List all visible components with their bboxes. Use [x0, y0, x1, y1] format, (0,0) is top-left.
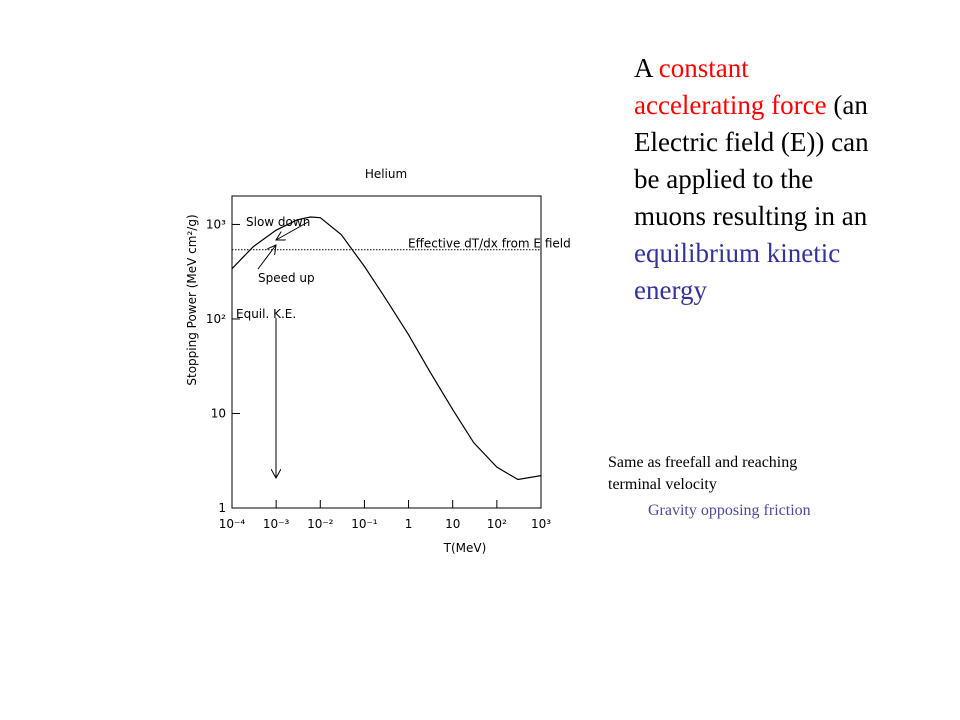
y-tick-label: 10³	[206, 217, 226, 231]
body-text-line: Electric field (E)) can	[634, 127, 869, 157]
y-tick-label: 10	[211, 406, 226, 420]
y-axis-label: Stopping Power (MeV cm²/g)	[185, 214, 199, 385]
annotation-arrow	[257, 245, 276, 270]
text-segment: A	[634, 53, 659, 83]
y-tick-label: 1	[218, 501, 226, 515]
text-segment: constant	[659, 53, 749, 83]
text-segment: energy	[634, 275, 707, 305]
text-segment: Electric field (E)) can	[634, 127, 869, 157]
body-text-line: A constant	[634, 53, 749, 83]
data-line	[231, 216, 542, 481]
note-line: Same as freefall and reaching	[608, 454, 797, 471]
annotation: Speed up	[258, 271, 315, 285]
x-tick-label: 10	[445, 517, 460, 531]
note-line: terminal velocity	[608, 476, 717, 493]
body-text-line: energy	[634, 275, 707, 305]
chart: Helium T(MeV) Stopping Power (MeV cm²/g)…	[185, 167, 571, 555]
annotation: Slow down	[246, 215, 310, 229]
x-tick-label: 1	[405, 517, 413, 531]
x-axis-label: T(MeV)	[443, 541, 487, 555]
annotation: Equil. K.E.	[236, 307, 296, 321]
slide-text: A constant accelerating force (an Electric…	[608, 53, 869, 519]
subnote: Gravity opposing friction	[648, 502, 811, 519]
text-segment: equilibrium kinetic	[634, 238, 840, 268]
body-text-line: equilibrium kinetic	[634, 238, 840, 268]
text-segment: accelerating force	[634, 90, 827, 120]
x-tick-label: 10²	[487, 517, 507, 531]
x-tick-label: 10⁻⁴	[219, 517, 246, 531]
body-text-line: accelerating force (an	[634, 90, 868, 120]
x-tick-label: 10⁻¹	[351, 517, 378, 531]
x-tick-label: 10⁻³	[263, 517, 290, 531]
chart-title: Helium	[365, 167, 407, 181]
y-tick-label: 10²	[206, 312, 226, 326]
text-segment: muons resulting in an	[634, 201, 868, 231]
text-segment: be applied to the	[634, 164, 813, 194]
x-tick-label: 10⁻²	[307, 517, 334, 531]
body-text-line: muons resulting in an	[634, 201, 868, 231]
text-segment: (an	[827, 90, 869, 120]
body-text-line: be applied to the	[634, 164, 813, 194]
reference-label: Effective dT/dx from E field	[408, 237, 571, 251]
x-tick-label: 10³	[531, 517, 551, 531]
plot-frame	[231, 195, 542, 509]
annotation-arrow	[276, 221, 309, 240]
